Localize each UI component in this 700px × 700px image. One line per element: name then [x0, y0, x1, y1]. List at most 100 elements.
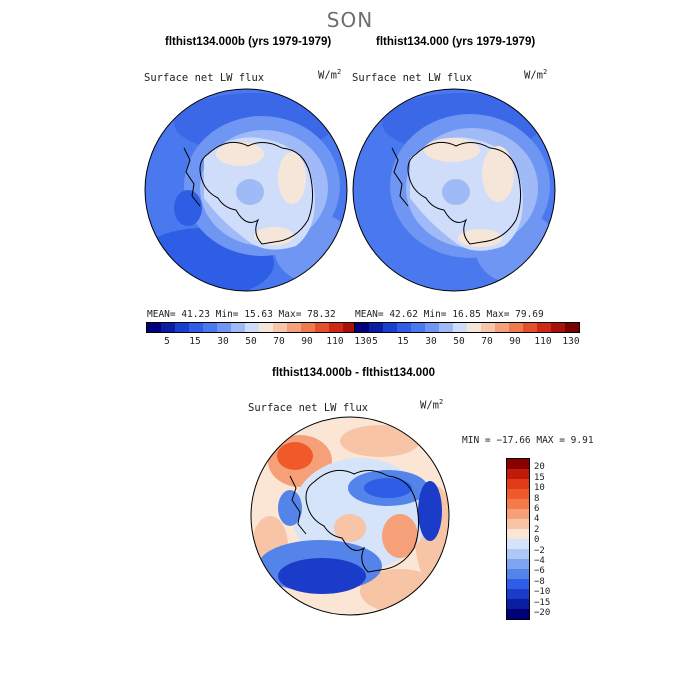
colorbar-swatch: [397, 323, 411, 332]
colorbar-swatch: [369, 323, 383, 332]
colorbar-tick-label: 50: [245, 336, 257, 347]
colorbar-tick-label: 20: [534, 462, 545, 473]
colorbar-swatch: [523, 323, 537, 332]
panel-1-plot-title: Surface net LW flux: [144, 72, 265, 84]
colorbar-swatch: [161, 323, 175, 332]
diff-plot-title: Surface net LW flux: [248, 402, 369, 414]
colorbar-swatch: [507, 579, 529, 589]
colorbar-swatch: [175, 323, 189, 332]
colorbar-tick-label: 70: [273, 336, 285, 347]
colorbar-tick-label: −4: [534, 556, 545, 566]
colorbar-tick-label: 70: [481, 336, 493, 347]
colorbar-swatch: [507, 499, 529, 509]
colorbar-swatch: [425, 323, 439, 332]
colorbar-swatch: [147, 323, 161, 332]
colorbar-swatch: [355, 323, 369, 332]
colorbar-swatch: [439, 323, 453, 332]
colorbar-swatch: [411, 323, 425, 332]
colorbar-swatch: [537, 323, 551, 332]
colorbar-tick-label: −2: [534, 545, 545, 556]
panel-2-colorbar: [354, 322, 580, 333]
colorbar-swatch: [245, 323, 259, 332]
colorbar-swatch: [507, 459, 529, 469]
colorbar-swatch: [481, 323, 495, 332]
colorbar-tick-label: 90: [509, 336, 521, 347]
colorbar-tick-label: 15: [189, 336, 201, 347]
colorbar-swatch: [343, 323, 357, 332]
colorbar-swatch: [231, 323, 245, 332]
colorbar-swatch: [507, 489, 529, 499]
colorbar-tick-label: 30: [217, 336, 229, 347]
colorbar-swatch: [467, 323, 481, 332]
colorbar-swatch: [453, 323, 467, 332]
colorbar-tick-label: 2: [534, 524, 540, 535]
colorbar-swatch: [509, 323, 523, 332]
colorbar-tick-label: 0: [534, 535, 540, 546]
colorbar-tick-label: 5: [372, 336, 378, 347]
colorbar-swatch: [507, 479, 529, 489]
panel-1-stats: MEAN= 41.23 Min= 15.63 Max= 78.32: [147, 309, 336, 320]
colorbar-tick-label: 130: [354, 336, 372, 347]
colorbar-swatch: [329, 323, 343, 332]
colorbar-tick-label: 15: [397, 336, 409, 347]
diff-title: flthist134.000b - flthist134.000: [272, 367, 435, 379]
colorbar-swatch: [189, 323, 203, 332]
colorbar-tick-label: −10: [534, 587, 551, 598]
colorbar-swatch: [507, 549, 529, 559]
colorbar-swatch: [203, 323, 217, 332]
panel-2-colorbar-labels: 5 15 30 50 70 90 110 130: [354, 336, 579, 348]
colorbar-tick-label: 6: [534, 504, 540, 514]
colorbar-swatch: [507, 599, 529, 609]
colorbar-swatch: [507, 559, 529, 569]
diff-colorbar: [506, 458, 530, 620]
diff-stats: MIN = −17.66 MAX = 9.91: [462, 435, 594, 446]
colorbar-swatch: [507, 519, 529, 529]
colorbar-swatch: [301, 323, 315, 332]
colorbar-tick-label: 10: [534, 483, 545, 494]
panel-2-case-title: flthist134.000 (yrs 1979-1979): [376, 36, 536, 48]
colorbar-swatch: [507, 529, 529, 539]
colorbar-tick-label: −20: [534, 608, 551, 618]
colorbar-swatch: [507, 569, 529, 579]
colorbar-tick-label: 110: [534, 336, 552, 347]
colorbar-tick-label: 130: [562, 336, 580, 347]
colorbar-tick-label: −15: [534, 597, 551, 608]
colorbar-tick-label: 8: [534, 493, 540, 504]
panel-2-units: W/m2: [524, 68, 548, 82]
colorbar-swatch: [507, 609, 529, 619]
diff-colorbar-labels: 20 15 10 8 6 4 2 0 −2 −4 −6 −8 −10 −15 −20: [534, 458, 564, 624]
colorbar-swatch: [273, 323, 287, 332]
colorbar-tick-label: 5: [164, 336, 170, 347]
colorbar-swatch: [259, 323, 273, 332]
colorbar-tick-label: 90: [301, 336, 313, 347]
colorbar-tick-label: 110: [326, 336, 344, 347]
colorbar-swatch: [495, 323, 509, 332]
panel-1-colorbar-labels: 5 15 30 50 70 90 110 130: [146, 336, 371, 348]
diff-units: W/m2: [420, 398, 444, 412]
colorbar-swatch: [287, 323, 301, 332]
colorbar-swatch: [315, 323, 329, 332]
season-title: SON: [326, 8, 374, 32]
colorbar-tick-label: 4: [534, 514, 540, 525]
colorbar-swatch: [507, 539, 529, 549]
panel-2-plot-title: Surface net LW flux: [352, 72, 473, 84]
panel-1-map: [144, 88, 348, 292]
colorbar-swatch: [507, 589, 529, 599]
diff-map: [250, 416, 450, 616]
panel-1-units: W/m2: [318, 68, 342, 82]
colorbar-swatch: [383, 323, 397, 332]
colorbar-swatch: [217, 323, 231, 332]
colorbar-tick-label: 15: [534, 472, 545, 483]
panel-1-case-title: flthist134.000b (yrs 1979-1979): [165, 36, 332, 48]
panel-2-map: [352, 88, 556, 292]
colorbar-swatch: [565, 323, 579, 332]
colorbar-tick-label: 30: [425, 336, 437, 347]
colorbar-tick-label: 50: [453, 336, 465, 347]
panel-2-stats: MEAN= 42.62 Min= 16.85 Max= 79.69: [355, 309, 544, 320]
colorbar-swatch: [551, 323, 565, 332]
colorbar-tick-label: −8: [534, 576, 545, 587]
panel-1-colorbar: [146, 322, 372, 333]
colorbar-swatch: [507, 469, 529, 479]
colorbar-swatch: [507, 509, 529, 519]
colorbar-tick-label: −6: [534, 566, 545, 577]
